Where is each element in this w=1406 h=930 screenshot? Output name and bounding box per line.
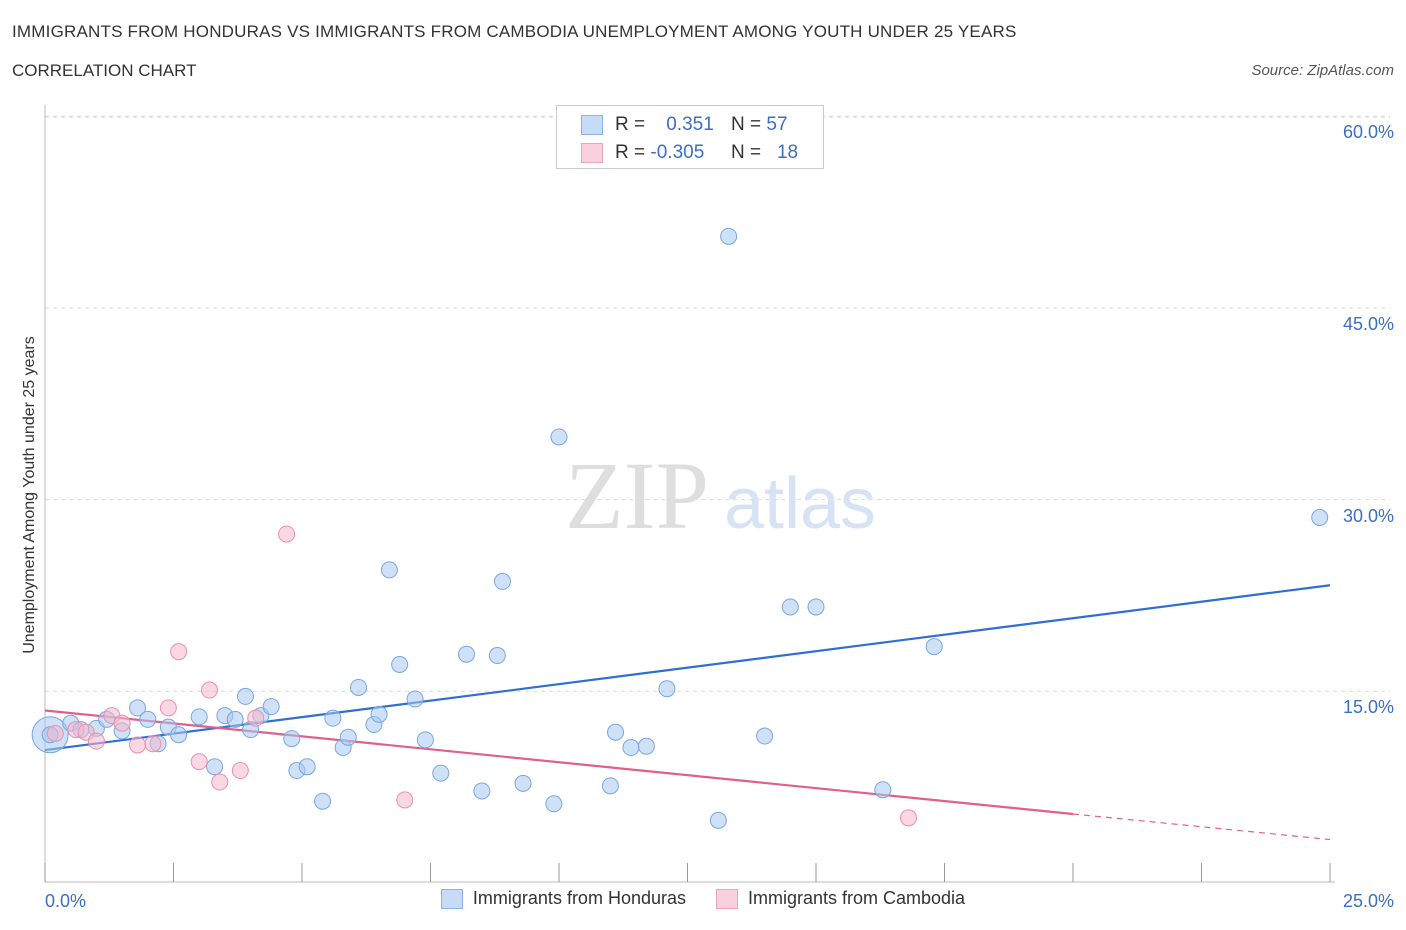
legend-r-label: R =	[615, 114, 646, 135]
legend-row-honduras: R = 0.351 N = 57	[581, 113, 788, 137]
x-tick-label-min: 0.0%	[45, 891, 87, 911]
honduras-point	[720, 227, 738, 245]
watermark-zip: ZIP	[565, 442, 709, 549]
legend-r-value: -0.305	[650, 142, 705, 163]
cambodia-point	[129, 736, 147, 754]
honduras-point	[236, 687, 254, 705]
honduras-point	[709, 811, 727, 829]
honduras-point	[206, 758, 224, 776]
honduras-point	[658, 680, 676, 698]
honduras-point	[262, 698, 280, 716]
honduras-point	[380, 561, 398, 579]
honduras-point	[637, 737, 655, 755]
chart-subtitle: CORRELATION CHART	[12, 61, 197, 80]
legend-r-value: 0.351	[666, 114, 714, 135]
honduras-point	[488, 647, 506, 665]
y-tick-label-45: 45.0%	[1342, 314, 1394, 334]
honduras-point	[139, 710, 157, 728]
honduras-point	[190, 708, 208, 726]
cambodia-point	[190, 753, 208, 771]
honduras-point	[324, 709, 342, 727]
cambodia-trend-line	[44, 709, 1074, 816]
honduras-point	[226, 710, 244, 728]
watermark: ZIP atlas	[565, 442, 876, 549]
x-tick-label-max: 25.0%	[1342, 891, 1394, 911]
honduras-point	[545, 795, 563, 813]
series-label-honduras: Immigrants from Honduras	[472, 888, 686, 908]
honduras-point	[283, 730, 301, 748]
honduras-point	[601, 777, 619, 795]
series-swatch-honduras	[440, 888, 463, 909]
legend-swatch-honduras	[581, 115, 603, 135]
honduras-point	[493, 572, 511, 590]
series-legend-honduras: Immigrants from Honduras	[440, 888, 686, 909]
cambodia-point	[211, 773, 229, 791]
cambodia-point	[170, 643, 188, 661]
honduras-point	[756, 727, 774, 745]
honduras-point	[807, 598, 825, 616]
cambodia-point	[159, 699, 177, 717]
correlation-legend: R = 0.351 N = 57 R = -0.305 N = 18	[556, 105, 824, 169]
data-points	[31, 227, 1329, 829]
legend-swatch-cambodia	[581, 143, 603, 163]
legend-n-value: 18	[776, 142, 799, 163]
cambodia-point	[87, 732, 105, 750]
honduras-point	[350, 678, 368, 696]
source-credit: Source: ZipAtlas.com	[1251, 62, 1394, 79]
honduras-point	[622, 739, 640, 757]
honduras-point	[874, 781, 892, 799]
honduras-point	[339, 728, 357, 746]
series-legend: Immigrants from Honduras Immigrants from…	[0, 888, 1406, 909]
y-axis-label: Unemployment Among Youth under 25 years	[21, 336, 38, 654]
cambodia-trend-extension	[1072, 813, 1331, 841]
cambodia-point	[247, 709, 265, 727]
legend-row-cambodia: R = -0.305 N = 18	[581, 141, 798, 165]
honduras-point	[514, 774, 532, 792]
honduras-point	[1311, 508, 1329, 526]
series-label-cambodia: Immigrants from Cambodia	[748, 888, 966, 908]
cambodia-point	[200, 681, 218, 699]
honduras-point	[925, 638, 943, 656]
honduras-point	[406, 690, 424, 708]
grid-lines	[45, 115, 1390, 692]
legend-n-value: 57	[766, 114, 788, 135]
honduras-point	[550, 428, 568, 446]
series-swatch-cambodia	[716, 888, 738, 909]
cambodia-point	[144, 735, 162, 753]
honduras-point	[129, 699, 147, 717]
y-tick-label-60: 60.0%	[1342, 122, 1394, 142]
honduras-point	[457, 645, 475, 663]
honduras-point	[607, 723, 625, 741]
honduras-point	[432, 764, 450, 782]
honduras-point	[416, 731, 434, 749]
y-tick-label-15: 15.0%	[1342, 697, 1394, 717]
series-legend-cambodia: Immigrants from Cambodia	[716, 888, 965, 909]
honduras-point	[391, 655, 409, 673]
y-tick-label-30: 30.0%	[1342, 506, 1394, 526]
legend-r-label: R =	[615, 142, 646, 163]
honduras-point	[473, 782, 491, 800]
cambodia-point	[396, 791, 414, 809]
honduras-point	[781, 598, 799, 616]
cambodia-point	[900, 809, 918, 827]
legend-n-label: N =	[731, 114, 762, 135]
honduras-point	[370, 705, 388, 723]
honduras-point	[314, 792, 332, 810]
legend-n-label: N =	[731, 142, 762, 163]
cambodia-point	[113, 714, 131, 732]
honduras-point	[298, 758, 316, 776]
cambodia-point	[46, 724, 64, 742]
chart-title: IMMIGRANTS FROM HONDURAS VS IMMIGRANTS F…	[12, 22, 1017, 41]
cambodia-point	[278, 525, 296, 543]
watermark-atlas: atlas	[724, 464, 876, 544]
cambodia-point	[231, 762, 249, 780]
honduras-point	[170, 726, 188, 744]
